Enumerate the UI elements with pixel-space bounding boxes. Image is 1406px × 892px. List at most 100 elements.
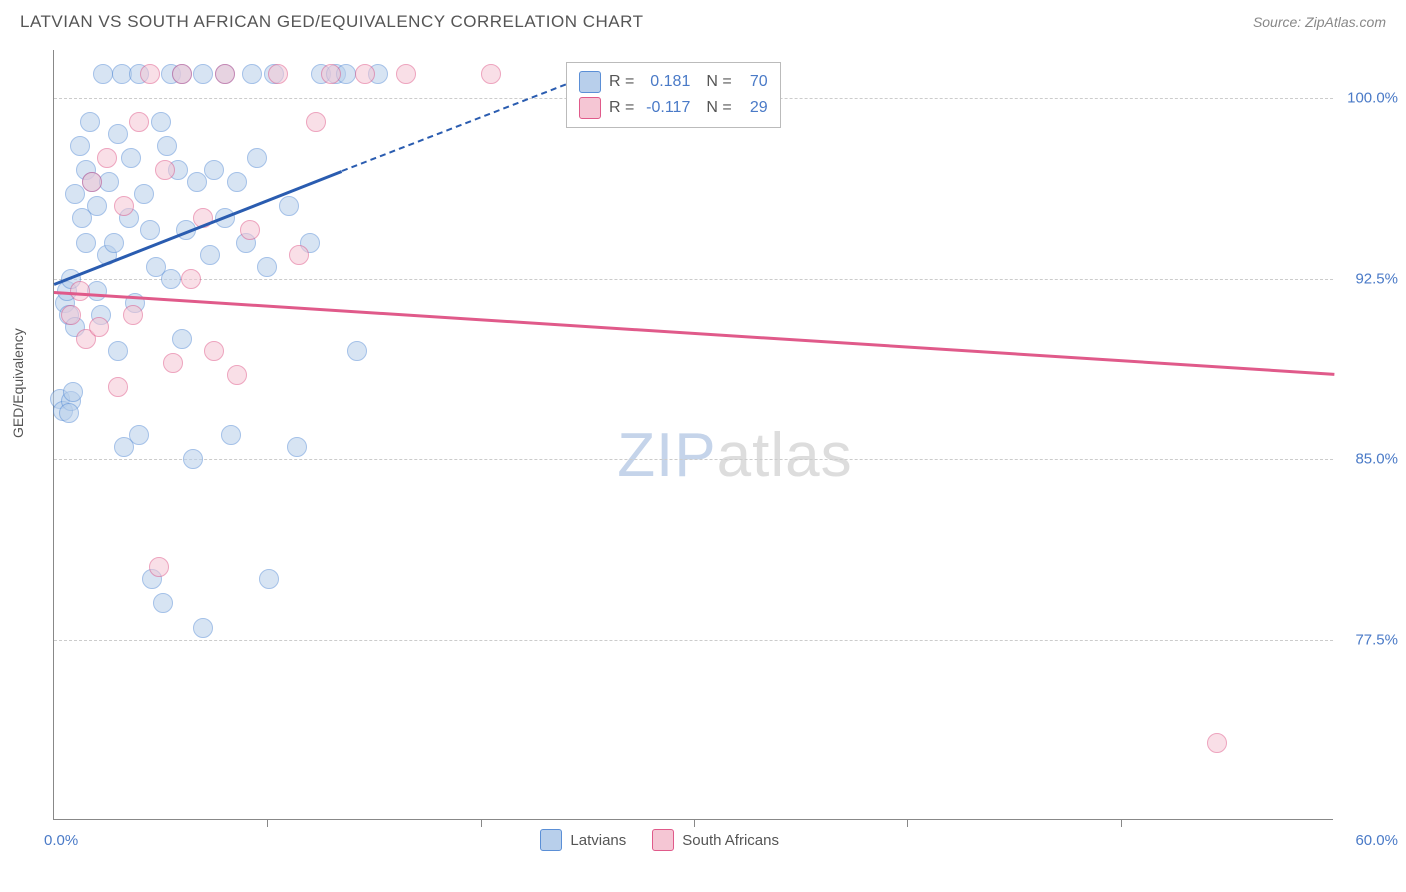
gridline	[54, 279, 1333, 280]
data-point	[396, 64, 416, 84]
data-point	[215, 64, 235, 84]
data-point	[257, 257, 277, 277]
x-tick	[907, 819, 908, 827]
stats-r-label: R =	[609, 99, 634, 117]
x-tick	[481, 819, 482, 827]
data-point	[76, 233, 96, 253]
data-point	[80, 112, 100, 132]
data-point	[108, 124, 128, 144]
data-point	[70, 281, 90, 301]
data-point	[140, 64, 160, 84]
data-point	[157, 136, 177, 156]
data-point	[61, 305, 81, 325]
data-point	[82, 172, 102, 192]
stats-n-label: N =	[706, 73, 731, 91]
data-point	[59, 403, 79, 423]
chart-title: LATVIAN VS SOUTH AFRICAN GED/EQUIVALENCY…	[20, 12, 644, 32]
data-point	[200, 245, 220, 265]
data-point	[140, 220, 160, 240]
data-point	[65, 184, 85, 204]
data-point	[481, 64, 501, 84]
data-point	[268, 64, 288, 84]
data-point	[155, 160, 175, 180]
gridline	[54, 640, 1333, 641]
stats-r-label: R =	[609, 73, 634, 91]
data-point	[259, 569, 279, 589]
stats-n-label: N =	[706, 99, 731, 117]
data-point	[287, 437, 307, 457]
data-point	[227, 365, 247, 385]
stats-row: R = 0.181 N = 70	[579, 69, 768, 95]
data-point	[172, 329, 192, 349]
data-point	[151, 112, 171, 132]
legend-swatch	[579, 71, 601, 93]
y-tick-label: 100.0%	[1338, 90, 1398, 107]
y-tick-label: 92.5%	[1338, 270, 1398, 287]
data-point	[63, 382, 83, 402]
data-point	[355, 64, 375, 84]
data-point	[87, 281, 107, 301]
data-point	[89, 317, 109, 337]
x-tick	[1121, 819, 1122, 827]
data-point	[129, 112, 149, 132]
y-tick-label: 85.0%	[1338, 451, 1398, 468]
data-point	[181, 269, 201, 289]
data-point	[114, 196, 134, 216]
data-point	[161, 269, 181, 289]
data-point	[149, 557, 169, 577]
data-point	[242, 64, 262, 84]
trend-line	[54, 291, 1334, 375]
watermark: ZIPatlas	[617, 420, 852, 491]
stats-n-value: 29	[740, 99, 768, 117]
watermark-zip: ZIP	[617, 421, 716, 490]
data-point	[187, 172, 207, 192]
data-point	[240, 220, 260, 240]
stats-row: R = -0.117 N = 29	[579, 95, 768, 121]
scatter-chart: ZIPatlas 100.0%92.5%85.0%77.5%0.0%60.0%R…	[53, 50, 1333, 820]
x-tick	[694, 819, 695, 827]
stats-r-value: -0.117	[642, 99, 690, 117]
data-point	[172, 64, 192, 84]
x-axis-min-label: 0.0%	[44, 832, 78, 849]
data-point	[104, 233, 124, 253]
x-axis-max-label: 60.0%	[1355, 832, 1398, 849]
data-point	[183, 449, 203, 469]
legend-swatch	[540, 829, 562, 851]
data-point	[321, 64, 341, 84]
data-point	[247, 148, 267, 168]
data-point	[70, 136, 90, 156]
data-point	[121, 148, 141, 168]
data-point	[93, 64, 113, 84]
data-point	[163, 353, 183, 373]
legend-label: South Africans	[682, 832, 779, 849]
correlation-stats-box: R = 0.181 N = 70 R = -0.117 N = 29	[566, 62, 781, 128]
data-point	[279, 196, 299, 216]
data-point	[204, 341, 224, 361]
data-point	[108, 377, 128, 397]
data-point	[153, 593, 173, 613]
data-point	[1207, 733, 1227, 753]
data-point	[347, 341, 367, 361]
stats-r-value: 0.181	[642, 73, 690, 91]
data-point	[123, 305, 143, 325]
data-point	[87, 196, 107, 216]
data-point	[221, 425, 241, 445]
data-point	[227, 172, 247, 192]
y-axis-label: GED/Equivalency	[10, 328, 26, 438]
legend-swatch	[652, 829, 674, 851]
data-point	[193, 618, 213, 638]
trend-line-extrapolated	[342, 84, 567, 172]
source-attribution: Source: ZipAtlas.com	[1253, 14, 1386, 30]
stats-n-value: 70	[740, 73, 768, 91]
watermark-atlas: atlas	[717, 421, 853, 490]
gridline	[54, 459, 1333, 460]
x-tick	[267, 819, 268, 827]
data-point	[108, 341, 128, 361]
y-tick-label: 77.5%	[1338, 631, 1398, 648]
data-point	[99, 172, 119, 192]
legend-label: Latvians	[570, 832, 626, 849]
data-point	[289, 245, 309, 265]
data-point	[204, 160, 224, 180]
legend: Latvians South Africans	[540, 829, 797, 851]
data-point	[134, 184, 154, 204]
